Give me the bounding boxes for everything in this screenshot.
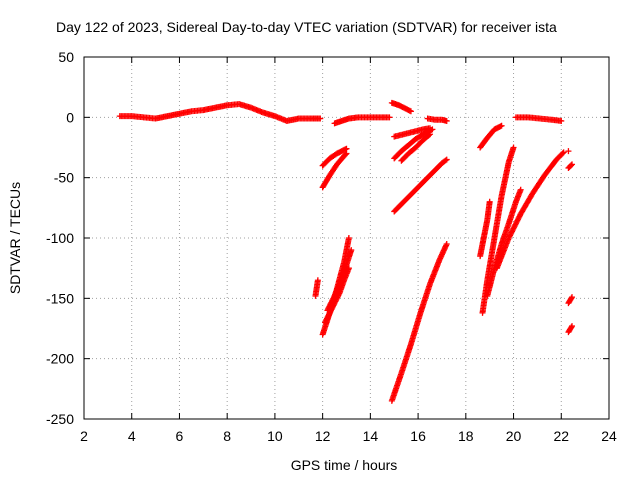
series-arc-12-low-d [324,247,355,314]
data-point [443,241,450,248]
data-point [560,149,567,156]
data-point [568,162,575,169]
series-arc-12-low-a [312,277,321,299]
x-tick-label: 14 [363,428,379,444]
series-arc-22-a [565,148,572,155]
x-tick-label: 10 [267,428,283,444]
data-point [510,144,517,151]
data-point [507,232,514,239]
y-tick-label: 0 [66,109,74,125]
x-tick-label: 4 [128,428,136,444]
data-point [569,161,576,168]
data-point [512,221,519,228]
series-arc-12-upper-b [319,150,350,191]
data-point [569,294,576,301]
x-tick-label: 22 [553,428,569,444]
data-point [568,324,575,331]
series-arc-16-flat [424,115,450,124]
y-tick-label: -250 [46,411,74,427]
data-point [509,228,516,235]
x-tick-label: 20 [506,428,522,444]
data-point [429,126,436,133]
x-tick-label: 2 [80,428,88,444]
data-point [565,148,572,155]
series-baseline [116,101,324,124]
data-point [513,218,520,225]
series-arc-13-flat [331,114,393,127]
data-point [426,132,432,139]
y-axis-label: SDTVAR / TECUs [7,182,23,294]
series-arc-22-d [565,323,576,336]
data-point [508,229,515,236]
data-point [443,156,450,163]
series-arc-18-a [477,122,505,151]
data-point [348,247,355,254]
data-point [513,220,520,227]
chart-title: Day 122 of 2023, Sidereal Day-to-day VTE… [56,19,557,35]
data-point [407,108,414,115]
series-arc-22-b [565,161,576,172]
y-tick-label: -150 [46,290,74,306]
series-arc-15-f [388,241,450,404]
series-arc-15-b [391,125,434,140]
x-tick-label: 12 [315,428,331,444]
data-point [427,131,434,138]
series-arc-15-d [398,131,434,164]
x-tick-label: 6 [176,428,184,444]
data-point [486,198,493,205]
y-tick-label: 50 [58,49,74,65]
data-point [314,277,321,284]
x-tick-label: 18 [458,428,474,444]
series-arc-18-b [477,198,493,260]
y-tick-label: -200 [46,351,74,367]
x-axis: 2 4 6 8 10 12 14 16 18 20 22 24 [80,57,617,444]
series-arc-22-c [565,294,576,307]
data-points [116,99,576,404]
data-point [442,157,449,164]
data-point [505,235,512,241]
series-arc-15-e [391,156,450,215]
data-point [517,186,524,193]
data-point [558,117,565,124]
data-point [386,114,393,121]
series-arc-15-a [388,99,414,115]
data-point [511,222,518,229]
y-tick-label: -50 [54,170,74,186]
data-point [443,117,450,124]
data-point [507,230,514,237]
data-point [568,295,575,302]
data-point [569,323,576,330]
x-axis-label: GPS time / hours [291,457,398,473]
x-tick-label: 8 [223,428,231,444]
data-point [509,226,516,233]
y-tick-label: -100 [46,230,74,246]
series-arc-20-flat [512,114,565,124]
data-point [516,213,523,220]
data-point [498,122,505,129]
x-tick-label: 24 [601,428,617,444]
y-axis: 50 0 -50 -100 -150 -200 -250 [46,49,609,427]
data-point [515,214,522,221]
x-tick-label: 16 [410,428,426,444]
data-point [515,216,522,223]
data-point [511,224,518,231]
data-point [342,151,349,158]
data-point [510,225,517,232]
series-arc-12-upper-a [319,145,350,169]
data-point [514,217,521,224]
series-arc-19-b [493,149,567,272]
data-point [506,233,513,240]
data-point [317,115,324,122]
data-point [343,150,350,157]
data-point [559,150,566,157]
data-point [345,235,352,241]
